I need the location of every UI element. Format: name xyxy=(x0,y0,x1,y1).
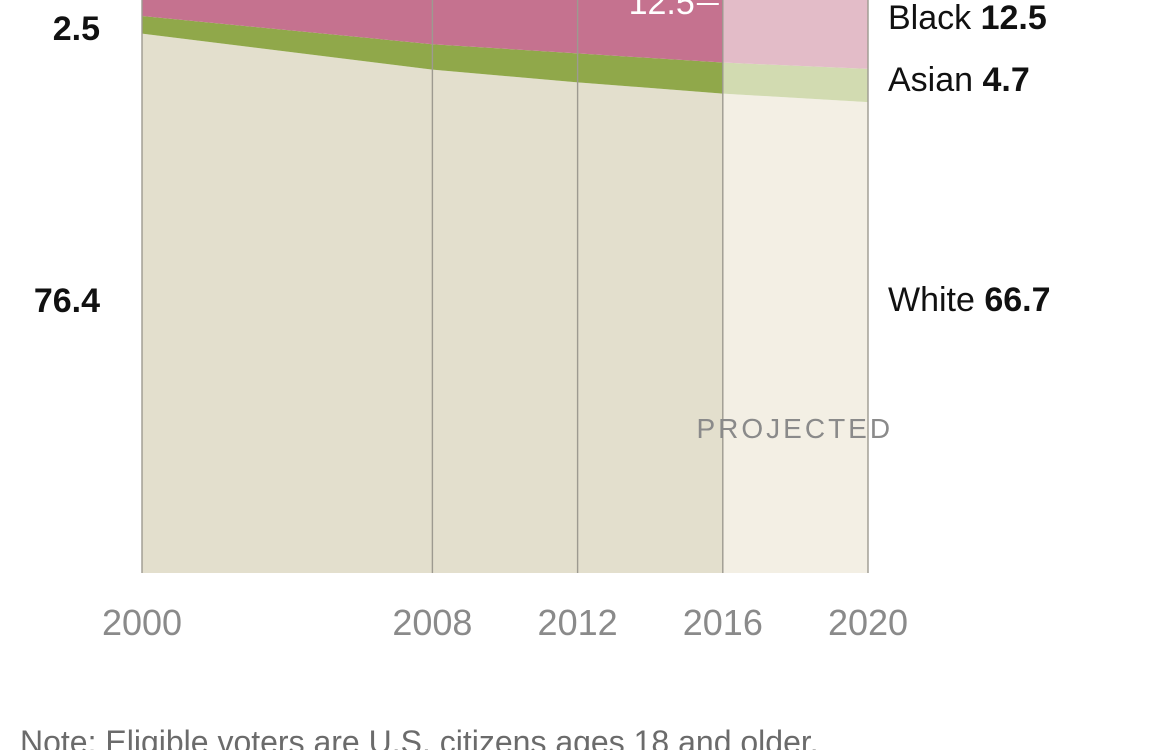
series-value-black: 12.5 xyxy=(981,0,1047,37)
x-tick-2020: 2020 xyxy=(828,602,908,643)
x-tick-2000: 2000 xyxy=(102,602,182,643)
left-label-white: 76.4 xyxy=(34,282,100,320)
series-name-asian: Asian xyxy=(888,61,983,99)
series-label-asian: Asian 4.7 xyxy=(888,61,1030,99)
x-tick-2016: 2016 xyxy=(683,602,763,643)
projected-label: PROJECTED xyxy=(697,413,894,444)
series-label-white: White 66.7 xyxy=(888,281,1051,319)
series-label-black: Black 12.5 xyxy=(888,0,1047,37)
left-label-asian: 2.5 xyxy=(53,10,100,48)
area-asian-projected xyxy=(722,62,868,103)
chart-annotations: PROJECTED 12.5 xyxy=(629,0,894,444)
vertical-gridlines xyxy=(141,0,869,573)
x-tick-2008: 2008 xyxy=(392,602,472,643)
series-value-white: 66.7 xyxy=(984,281,1050,319)
area-black-projected xyxy=(722,0,868,69)
x-axis-tick-labels: 2000 2008 2012 2016 2020 xyxy=(102,602,908,643)
x-tick-2012: 2012 xyxy=(538,602,618,643)
annotation-value: 12.5 xyxy=(629,0,695,22)
series-value-asian: 4.7 xyxy=(983,61,1030,99)
series-name-black: Black xyxy=(888,0,981,37)
chart-note: Note: Eligible voters are U.S. citizens … xyxy=(20,724,819,750)
area-layers xyxy=(142,0,868,573)
area-white-projected xyxy=(722,93,868,573)
series-name-white: White xyxy=(888,281,984,319)
